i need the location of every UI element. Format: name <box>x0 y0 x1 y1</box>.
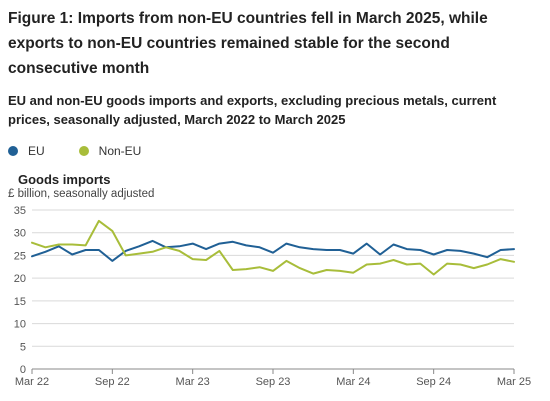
y-tick-label-10: 10 <box>14 319 26 331</box>
y-tick-label-35: 35 <box>14 205 26 217</box>
legend-label-eu: EU <box>28 144 45 158</box>
y-tick-label-0: 0 <box>20 364 26 376</box>
chart-legend: EU Non-EU <box>8 143 175 159</box>
x-tick-label-sep-23: Sep 23 <box>256 376 291 388</box>
legend-dot-non-eu <box>78 146 89 156</box>
x-tick-label-mar-22: Mar 22 <box>15 376 49 388</box>
x-tick-label-mar-24: Mar 24 <box>336 376 370 388</box>
figure-subtitle: EU and non-EU goods imports and exports,… <box>8 93 497 127</box>
y-tick-label-20: 20 <box>14 273 26 285</box>
series-line-eu <box>31 239 515 262</box>
x-tick-label-mar-23: Mar 23 <box>176 376 210 388</box>
x-tick-label-sep-22: Sep 22 <box>95 376 130 388</box>
panel-units: £ billion, seasonally adjusted <box>8 188 155 200</box>
y-tick-label-30: 30 <box>14 228 26 240</box>
series-line-non-eu <box>31 219 515 276</box>
legend-item-eu[interactable]: EU <box>8 144 45 158</box>
y-tick-label-5: 5 <box>20 341 26 353</box>
x-tick-label-sep-24: Sep 24 <box>416 376 451 388</box>
y-tick-label-25: 25 <box>14 250 26 262</box>
panel-title: Goods imports <box>18 172 111 187</box>
figure-title: Figure 1: Imports from non-EU countries … <box>8 10 488 77</box>
legend-item-non-eu[interactable]: Non-EU <box>78 144 142 158</box>
y-tick-label-15: 15 <box>14 296 26 308</box>
x-tick-label-mar-25: Mar 25 <box>497 376 531 388</box>
legend-dot-eu <box>8 146 18 156</box>
legend-label-non-eu: Non-EU <box>98 144 142 158</box>
